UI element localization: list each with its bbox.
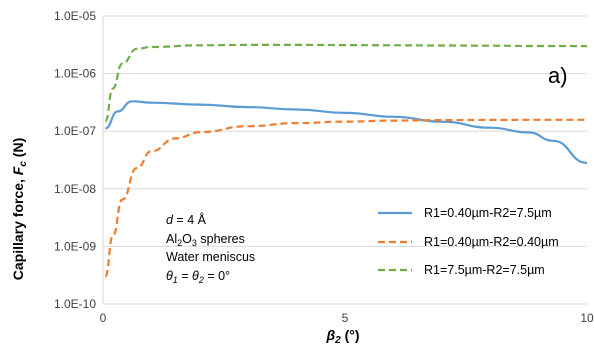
x-tick-labels: 0 5 10: [100, 311, 594, 325]
y-tick-labels: 1.0E-10 1.0E-09 1.0E-08 1.0E-07 1.0E-06 1.0E-…: [54, 9, 96, 311]
legend: R1=0.40µm-R2=7.5µm R1=0.40µm-R2=0.40µm R…: [378, 206, 559, 277]
annotation-block: d = 4 Å Al2O3 spheres Water meniscus θ1 …: [166, 212, 255, 285]
series-line-3: [104, 43, 588, 123]
x-tick-label: 10: [580, 311, 594, 325]
y-tick-label: 1.0E-10: [54, 297, 96, 311]
gridlines: [103, 15, 587, 247]
x-tick-label: 5: [342, 311, 349, 325]
annotation-gap: d = 4 Å: [166, 212, 207, 227]
y-tick-label: 1.0E-05: [54, 9, 96, 23]
annotation-meniscus: Water meniscus: [166, 250, 255, 264]
x-tick-label: 0: [100, 311, 107, 325]
legend-label-series-2: R1=0.40µm-R2=0.40µm: [424, 235, 559, 249]
y-tick-label: 1.0E-09: [54, 239, 96, 253]
series-line-2: [104, 118, 587, 278]
y-tick-label: 1.0E-06: [54, 67, 96, 81]
y-tick-label: 1.0E-08: [54, 182, 96, 196]
y-tick-label: 1.0E-07: [54, 124, 96, 138]
annotation-contact-angles: θ1 = θ2 = 0°: [166, 269, 230, 285]
y-axis-title: Capillary force, Fc (N): [10, 138, 29, 281]
panel-label: a): [548, 63, 568, 88]
legend-label-series-1: R1=0.40µm-R2=7.5µm: [424, 206, 552, 220]
annotation-material: Al2O3 spheres: [166, 232, 245, 248]
series-line-1: [105, 100, 588, 165]
series-lines: [104, 43, 588, 278]
x-axis-title: β2 (°): [325, 327, 359, 346]
legend-label-series-3: R1=7.5µm-R2=7.5µm: [424, 263, 545, 277]
